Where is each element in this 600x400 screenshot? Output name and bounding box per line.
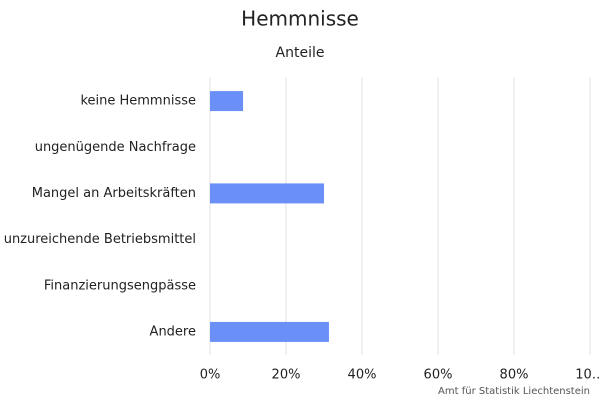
x-tick-label: 0% <box>200 368 221 383</box>
y-tick-label: Andere <box>150 324 196 339</box>
x-tick-label: 80% <box>500 368 529 383</box>
source: Amt für Statistik Liechtenstein <box>438 386 590 397</box>
y-tick-label: ungenügende Nachfrage <box>35 140 196 155</box>
y-tick-label: Mangel an Arbeitskräften <box>32 186 196 201</box>
y-tick-label: unzureichende Betriebsmittel <box>4 232 196 247</box>
x-tick-label: 60% <box>424 368 453 383</box>
y-tick-label: Finanzierungsengpässe <box>44 278 196 293</box>
bar <box>210 91 244 112</box>
chart-subtitle: Anteile <box>276 45 325 61</box>
x-tick-label: 20% <box>272 368 301 383</box>
chart-title: Hemmnisse <box>241 7 359 31</box>
bar <box>210 321 329 342</box>
x-tick-label: 40% <box>348 368 377 383</box>
x-tick-label: 10… <box>575 368 600 383</box>
y-tick-label: keine Hemmnisse <box>80 94 196 109</box>
bar <box>210 183 324 204</box>
